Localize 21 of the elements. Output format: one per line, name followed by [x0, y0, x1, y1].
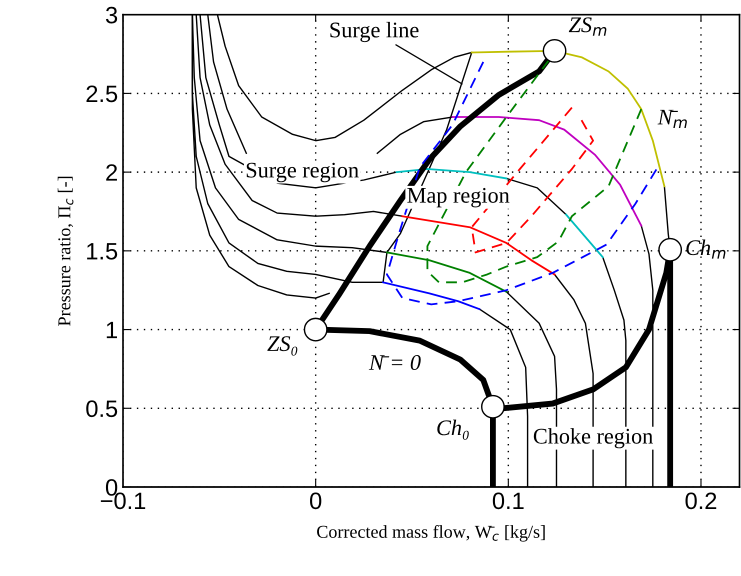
annotation: Ch₀	[437, 420, 469, 440]
x-tick-label: 0	[310, 492, 322, 510]
annotation: Surge region	[246, 162, 359, 182]
annotation: N̄ = 0	[368, 355, 421, 370]
annotation: ZS₀	[267, 336, 298, 356]
annotation: N̄$_{m}$	[658, 110, 687, 128]
annotation: ZS$_{m}$	[568, 17, 606, 36]
annotation: Choke region	[534, 428, 653, 448]
annotation: Map region	[407, 188, 510, 208]
annotation: Ch$_{m}$	[686, 240, 726, 259]
x-axis-title: Corrected mass flow, W̄$_{c}$ [kg/s]	[317, 524, 545, 542]
y-tick-label: 3	[106, 6, 118, 24]
y-tick-label: 2	[106, 164, 117, 181]
x-tick-label: 0.1	[492, 492, 524, 510]
y-axis-title: Pressure ratio, Π$_{c}$ [-]	[58, 176, 74, 326]
y-tick-label: 1.5	[87, 243, 118, 260]
y-tick-label: 0.5	[86, 400, 118, 418]
x-tick-label: 0.2	[686, 492, 716, 510]
y-tick-label: 2.5	[86, 85, 118, 102]
annotation: Surge line	[330, 22, 418, 42]
y-tick-label: 1	[106, 322, 117, 338]
